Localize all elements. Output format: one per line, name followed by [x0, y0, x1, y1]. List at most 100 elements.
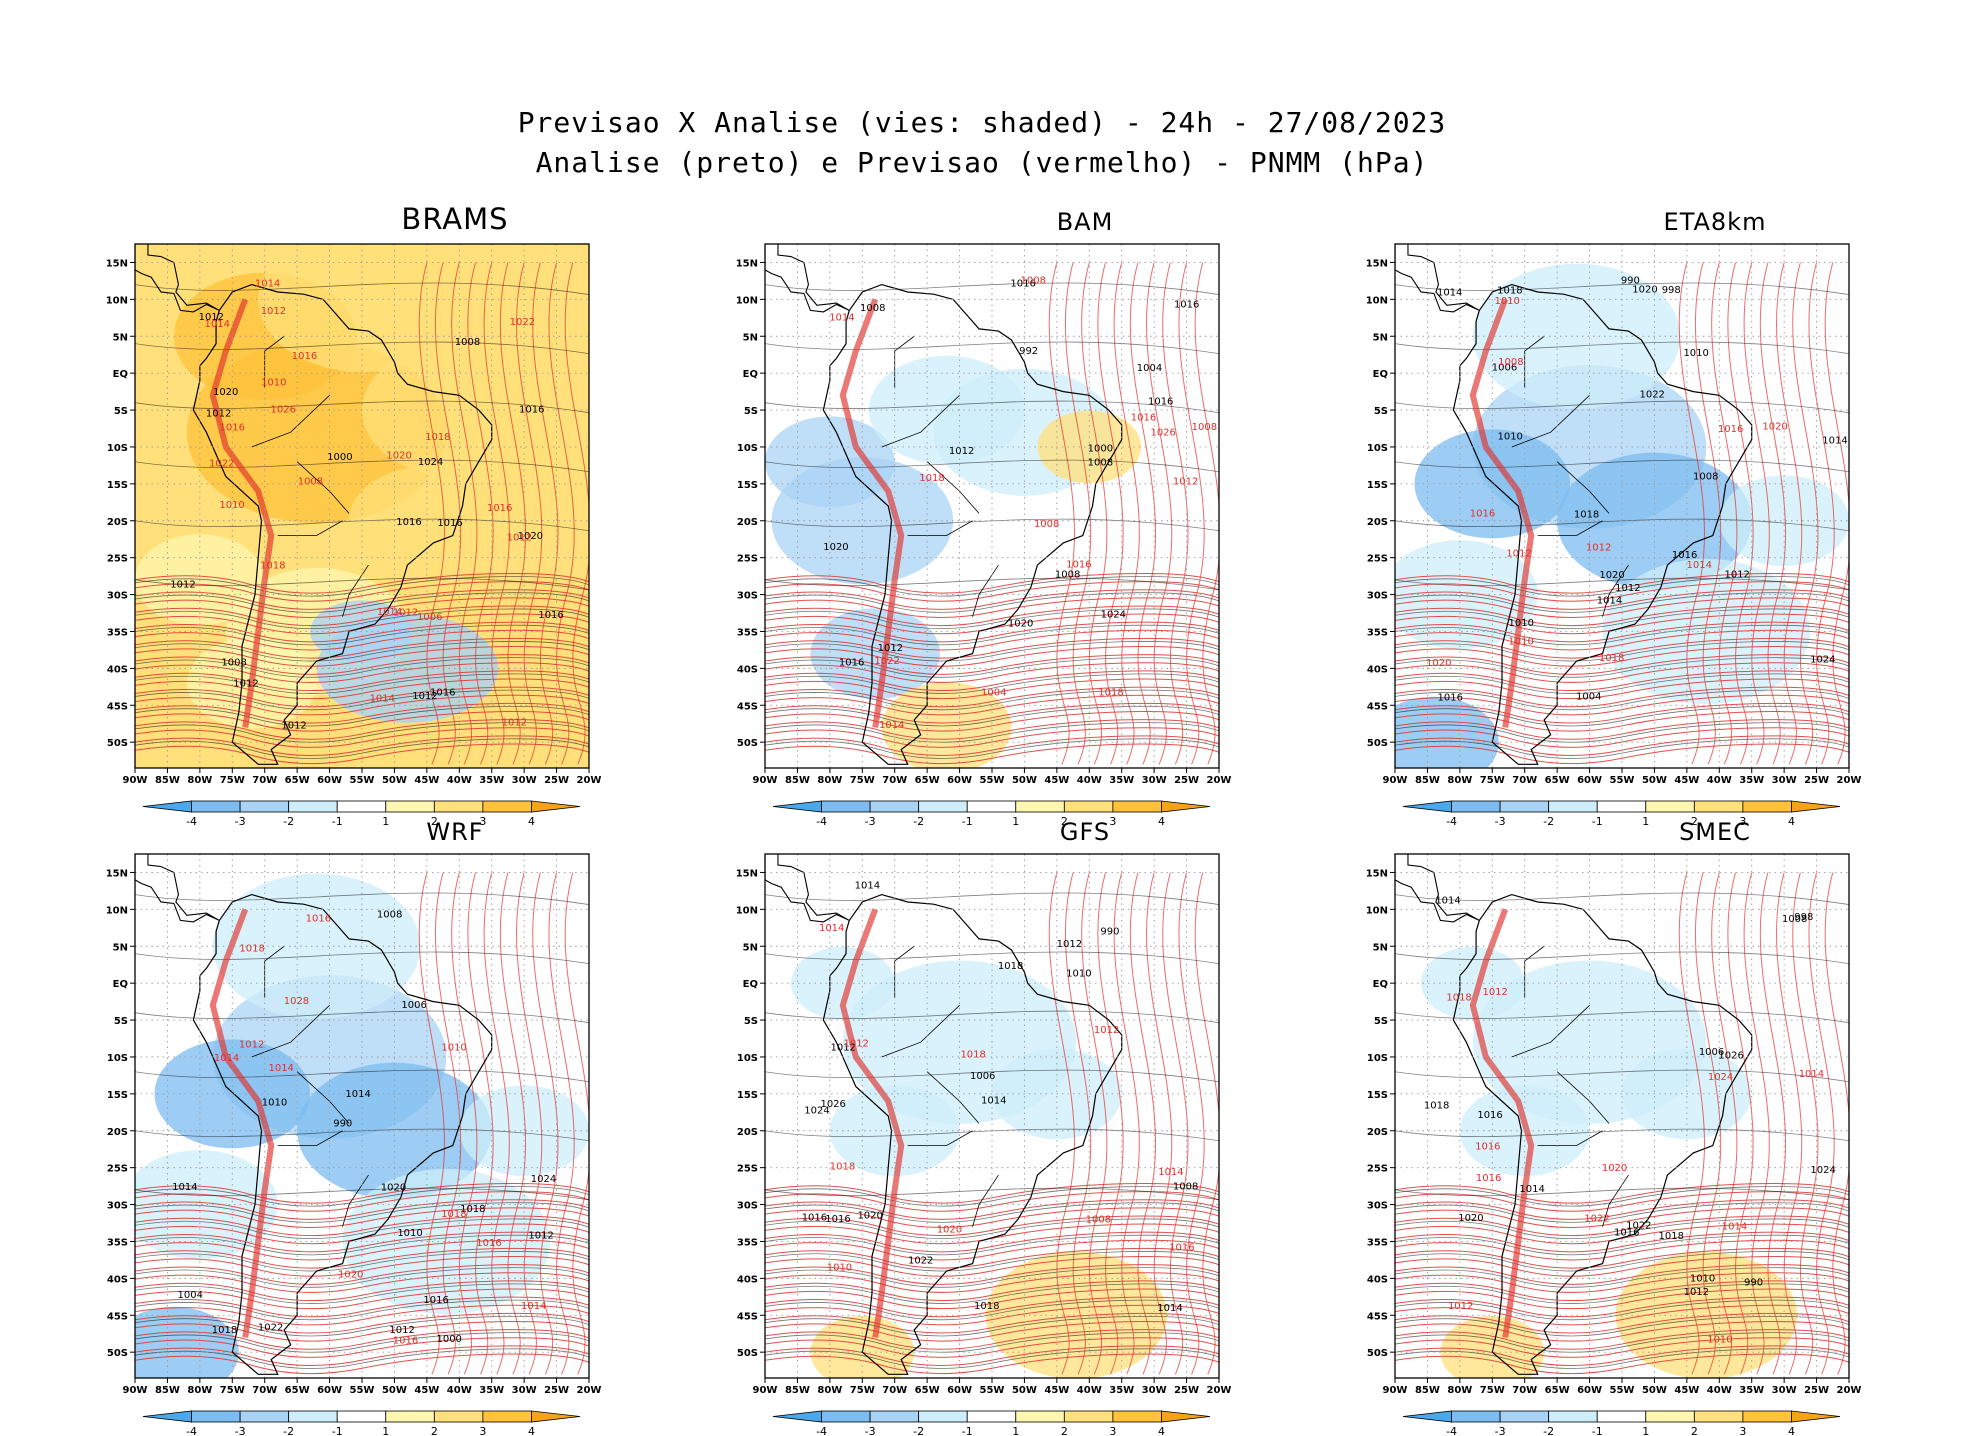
lon-tick-label: 25W — [544, 1385, 569, 1396]
lon-tick-label: 70W — [252, 775, 277, 786]
analysis-contour-label: 1016 — [437, 518, 462, 529]
analysis-contour-label: 1000 — [327, 452, 352, 463]
lon-tick-label: 50W — [1642, 1385, 1667, 1396]
lon-tick-label: 25W — [544, 775, 569, 786]
lon-tick-label: 75W — [220, 775, 245, 786]
lat-tick-label: EQ — [1373, 979, 1388, 990]
lat-tick-label: 15N — [736, 868, 758, 879]
analysis-contour-label: 1016 — [1672, 550, 1697, 561]
bias-shading-region — [154, 1039, 311, 1149]
analysis-contour-label: 1016 — [430, 688, 455, 699]
colorbar-label: 1 — [1012, 815, 1019, 828]
analysis-contour-label: 998 — [1662, 285, 1681, 296]
analysis-contour-label: 1008 — [1055, 570, 1080, 581]
colorbar-segment — [1791, 800, 1841, 813]
colorbar-label: -4 — [816, 815, 827, 828]
analysis-contour-label: 1008 — [1173, 1181, 1198, 1192]
analysis-contour-label: 1008 — [455, 337, 480, 348]
analysis-contour-label: 990 — [1100, 926, 1119, 937]
bias-map: 1014 1008 1010 1012 1014 1016 1018 1020 1022 1024… — [736, 853, 1232, 1436]
analysis-contour-label: 1006 — [970, 1071, 995, 1082]
forecast-contour-label: 1010 — [1508, 636, 1533, 647]
lon-tick-label: 35W — [1109, 775, 1134, 786]
analysis-contour-label: 1020 — [857, 1211, 882, 1222]
analysis-contour-label: 1008 — [1782, 914, 1807, 925]
analysis-contour-label: 1012 — [1057, 939, 1082, 950]
forecast-contour-label: 1014 — [521, 1301, 546, 1312]
lat-tick-label: 40S — [1367, 1274, 1388, 1285]
forecast-contour-label: 1024 — [1708, 1072, 1733, 1083]
colorbar-segment — [966, 1410, 1017, 1423]
colorbar: -4 -3 -2 -1 1 2 3 4 — [1402, 800, 1841, 828]
analysis-contour-label: 1008 — [1693, 471, 1718, 482]
analysis-contour-label: 1020 — [381, 1182, 406, 1193]
colorbar-segment — [1161, 800, 1211, 813]
forecast-contour-label: 1016 — [1476, 1173, 1501, 1184]
colorbar-label: 1 — [1642, 815, 1649, 828]
lon-tick-label: 35W — [1739, 775, 1764, 786]
lat-tick-label: 45S — [737, 701, 758, 712]
panel-title: SMEC — [1679, 818, 1751, 846]
lon-tick-label: 35W — [1109, 1385, 1134, 1396]
lat-tick-label: 40S — [737, 664, 758, 675]
lat-tick-label: 50S — [1367, 1348, 1388, 1359]
lon-tick-label: 45W — [1674, 775, 1699, 786]
south-america-outline — [192, 283, 493, 765]
analysis-contour-label: 1016 — [825, 1214, 850, 1225]
colorbar-label: 3 — [1739, 815, 1746, 828]
forecast-contour-label: 1012 — [507, 533, 532, 544]
bias-shading-region — [1395, 540, 1538, 650]
colorbar-label: 3 — [1109, 1425, 1116, 1436]
colorbar: -4 -3 -2 -1 1 2 3 4 — [1402, 1410, 1841, 1436]
forecast-contour-label: 1020 — [1602, 1163, 1627, 1174]
analysis-contour-label: 1016 — [1614, 1228, 1639, 1239]
colorbar-label: -3 — [1495, 815, 1506, 828]
colorbar-segment — [531, 800, 581, 813]
lon-tick-label: 20W — [1207, 1385, 1232, 1396]
forecast-contour-label: 1020 — [1426, 658, 1451, 669]
colorbar-label: 4 — [1158, 815, 1165, 828]
lat-tick-label: 45S — [1367, 1311, 1388, 1322]
lat-tick-label: EQ — [1373, 369, 1388, 380]
forecast-contour-label: 1012 — [1586, 543, 1611, 554]
south-america-outline — [1452, 893, 1753, 1375]
analysis-contour-label: 1018 — [1424, 1100, 1449, 1111]
analysis-contour-label: 1016 — [1148, 397, 1173, 408]
lon-tick-label: 85W — [1415, 1385, 1440, 1396]
lat-tick-label: 35S — [737, 1237, 758, 1248]
forecast-contour-label: 1014 — [268, 1063, 293, 1074]
lat-tick-label: 30S — [107, 591, 128, 602]
lon-tick-label: 90W — [753, 1385, 778, 1396]
lat-tick-label: 35S — [737, 627, 758, 638]
forecast-contour-label: 1010 — [1707, 1334, 1732, 1345]
map-panel-eta8km: ETA8km 1014 1010 1008 1012 1014 1016 1018 1020 1… — [1360, 208, 1940, 828]
colorbar-segment — [1063, 1410, 1114, 1423]
lat-tick-label: 20S — [1367, 1127, 1388, 1138]
forecast-contour-label: 1016 — [1066, 560, 1091, 571]
lat-tick-label: 25S — [107, 554, 128, 565]
map-panel-bam: BAM 1008 1008 1012 1016 1020 1020 1016 1024 1012… — [730, 208, 1310, 828]
lon-tick-label: 75W — [220, 1385, 245, 1396]
lat-tick-label: 20S — [737, 517, 758, 528]
analysis-contour-label: 1020 — [1599, 570, 1624, 581]
forecast-contour-label: 1014 — [1722, 1222, 1747, 1233]
analysis-contour-label: 1012 — [233, 678, 258, 689]
forecast-contour-label: 1028 — [284, 996, 309, 1007]
bias-shading-region — [1037, 410, 1142, 484]
forecast-contour-label: 1012 — [1448, 1301, 1473, 1312]
lat-tick-label: 10S — [107, 443, 128, 454]
analysis-contour-label: 1010 — [1683, 348, 1708, 359]
lat-tick-label: 45S — [1367, 701, 1388, 712]
lat-tick-label: 30S — [737, 1201, 758, 1212]
analysis-contour-label: 1012 — [412, 691, 437, 702]
lat-tick-label: 10N — [106, 905, 128, 916]
forecast-contour-label: 1008 — [1086, 1215, 1111, 1226]
lon-tick-label: 90W — [123, 775, 148, 786]
forecast-contour-label: 1020 — [1762, 421, 1787, 432]
lon-tick-label: 50W — [1642, 775, 1667, 786]
lat-tick-label: 10S — [737, 443, 758, 454]
lat-tick-label: 40S — [737, 1274, 758, 1285]
colorbar-segment — [1791, 1410, 1841, 1423]
lon-tick-label: 85W — [1415, 775, 1440, 786]
forecast-contour-label: 1014 — [377, 607, 402, 618]
